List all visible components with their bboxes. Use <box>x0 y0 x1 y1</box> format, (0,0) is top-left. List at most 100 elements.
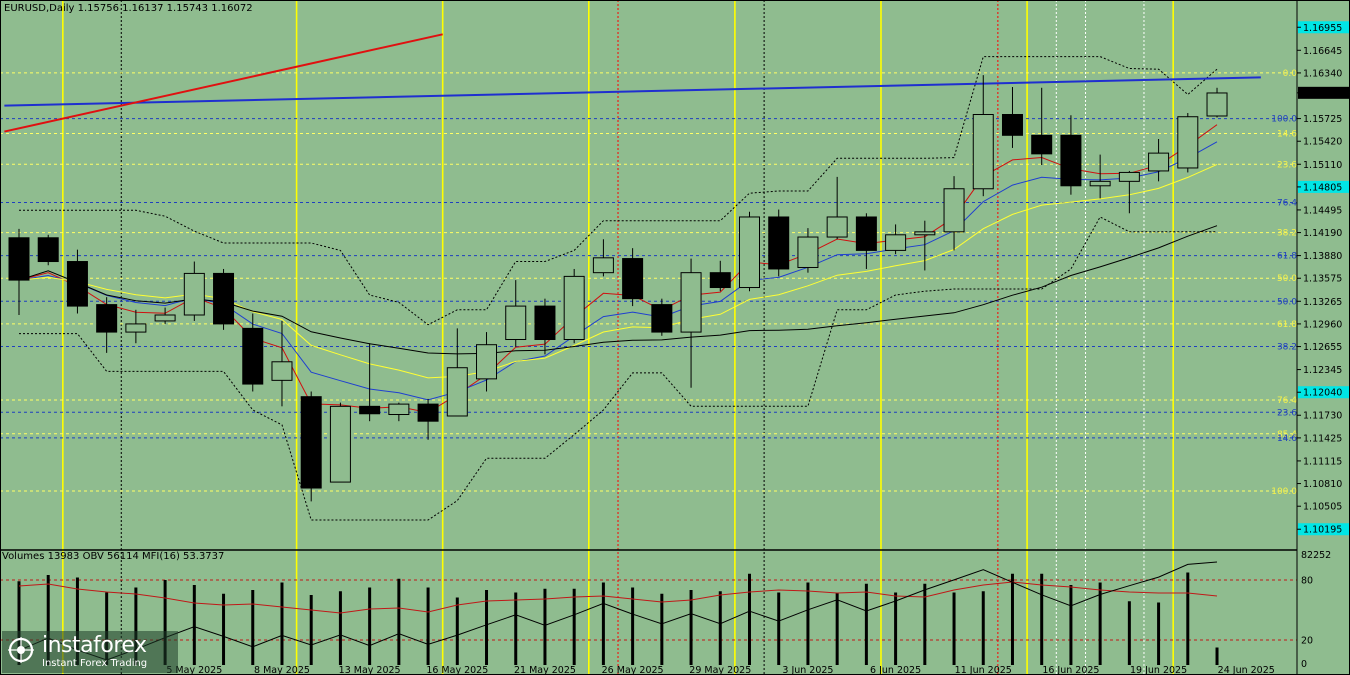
price-label-7: 1.14805 <box>1303 182 1342 193</box>
price-label-20: 1.10810 <box>1303 479 1342 490</box>
candle-body-39 <box>1148 152 1170 172</box>
level-label-4: 76.4 <box>1277 199 1297 209</box>
date-label-10: 16 Jun 2025 <box>1042 665 1099 675</box>
price-label-16: 1.12040 <box>1303 388 1342 399</box>
obv-line <box>18 561 1218 661</box>
mfi-level-label-80: 80 <box>1301 576 1313 587</box>
candlesticks <box>8 75 1228 502</box>
mfi-level-label-20: 20 <box>1301 636 1313 647</box>
candle-body-21 <box>622 258 644 300</box>
candle-body-20 <box>592 257 614 274</box>
candle-body-29 <box>855 216 877 251</box>
date-label-0: 5 May 2025 <box>166 665 222 675</box>
level-label-15: 100.0 <box>1271 487 1297 497</box>
level-label-5: 38.2 <box>1277 229 1297 239</box>
candle-body-4 <box>125 323 147 333</box>
price-label-14: 1.12655 <box>1303 342 1342 353</box>
price-label-13: 1.12960 <box>1303 319 1342 330</box>
date-label-11: 19 Jun 2025 <box>1130 665 1187 675</box>
broker-logo: instaforex Instant Forex Trading <box>2 631 178 673</box>
price-label-12: 1.13265 <box>1303 297 1342 308</box>
candle-body-17 <box>505 305 527 341</box>
date-axis: 5 May 2025 8 May 2025 13 May 2025 16 May 20… <box>166 665 1274 675</box>
logo-tagline: Instant Forex Trading <box>42 658 148 669</box>
date-label-1: 8 May 2025 <box>254 665 310 675</box>
candle-body-27 <box>797 236 819 268</box>
lower-band <box>19 216 1217 521</box>
level-label-12: 23.6 <box>1277 408 1297 418</box>
vertical-session-lines <box>62 0 1174 675</box>
volume-max-label: 82252 <box>1301 550 1331 561</box>
last-price-box <box>1298 86 1350 99</box>
price-label-4: 1.15725 <box>1303 114 1342 125</box>
level-label-13: 85.4 <box>1277 430 1297 440</box>
fibonacci-levels: 0.0 100.0 14.6 23.6 76.4 38.2 61.8 50.0 50.0 61.8… <box>0 69 1297 497</box>
price-label-9: 1.14190 <box>1303 228 1342 239</box>
candle-body-18 <box>534 305 556 341</box>
date-label-3: 16 May 2025 <box>426 665 488 675</box>
upper-band <box>19 56 1218 326</box>
price-label-18: 1.11425 <box>1303 433 1342 444</box>
level-label-3: 23.6 <box>1277 160 1297 170</box>
candle-body-11 <box>329 405 351 483</box>
date-label-2: 13 May 2025 <box>339 665 401 675</box>
candle-body-5 <box>154 314 176 322</box>
envelope-bands <box>19 56 1218 521</box>
level-label-0: 0.0 <box>1283 69 1298 79</box>
candle-body-15 <box>446 367 468 417</box>
level-label-8: 50.0 <box>1277 297 1297 307</box>
candle-body-24 <box>709 272 731 289</box>
level-label-7: 50.0 <box>1277 274 1297 284</box>
price-label-19: 1.11115 <box>1303 456 1342 467</box>
price-label-1: 1.16645 <box>1303 46 1342 57</box>
candle-body-25 <box>739 216 760 289</box>
level-label-2: 14.6 <box>1277 129 1297 139</box>
price-label-0: 1.16955 <box>1303 23 1342 34</box>
candle-body-32 <box>943 188 965 233</box>
candle-body-2 <box>66 261 88 307</box>
date-label-4: 21 May 2025 <box>514 665 576 675</box>
candle-body-35 <box>1031 134 1053 155</box>
level-label-14: 14.6 <box>1277 434 1297 444</box>
candle-body-16 <box>476 344 498 380</box>
candle-body-28 <box>826 216 848 238</box>
level-label-6: 61.8 <box>1277 252 1297 262</box>
candle-body-7 <box>213 272 235 325</box>
candle-body-10 <box>300 396 322 489</box>
candle-body-9 <box>271 361 293 381</box>
price-label-21: 1.10505 <box>1303 502 1342 513</box>
candle-body-31 <box>914 231 936 236</box>
price-highlight-22 <box>1298 523 1350 536</box>
candle-body-36 <box>1060 134 1082 187</box>
candle-body-26 <box>768 216 790 270</box>
level-label-9: 61.8 <box>1277 320 1297 330</box>
mfi-line <box>18 581 1218 614</box>
candle-body-0 <box>8 237 30 281</box>
candle-body-40 <box>1177 116 1199 169</box>
indicator-header: Volumes 13983 OBV 56114 MFI(16) 53.3737 <box>2 551 224 562</box>
date-label-6: 29 May 2025 <box>689 665 751 675</box>
price-label-15: 1.12345 <box>1303 365 1342 376</box>
volume-mfi-panel: 80 20 82252 0 <box>0 550 1331 670</box>
date-label-5: 26 May 2025 <box>602 665 664 675</box>
price-label-10: 1.13880 <box>1303 251 1342 262</box>
candle-body-30 <box>885 234 907 251</box>
candle-body-41 <box>1206 92 1228 117</box>
subpanel-zero-label: 0 <box>1301 659 1307 670</box>
price-label-8: 1.14495 <box>1303 205 1342 216</box>
price-label-22: 1.10195 <box>1303 525 1342 536</box>
price-axis: 1.16955 1.16645 1.16340 1.16072 1.15725 1.154… <box>1297 21 1350 536</box>
price-label-5: 1.15420 <box>1303 137 1342 148</box>
trendline-0 <box>4 76 1261 107</box>
candle-body-33 <box>972 114 994 190</box>
date-label-9: 11 Jun 2025 <box>955 665 1012 675</box>
level-label-10: 38.2 <box>1277 343 1297 353</box>
candle-body-8 <box>242 327 264 385</box>
price-label-2: 1.16340 <box>1303 68 1342 79</box>
candle-body-3 <box>96 304 118 333</box>
trendline-1 <box>4 33 443 133</box>
price-label-6: 1.15110 <box>1303 160 1342 171</box>
level-label-11: 76.4 <box>1277 396 1297 406</box>
